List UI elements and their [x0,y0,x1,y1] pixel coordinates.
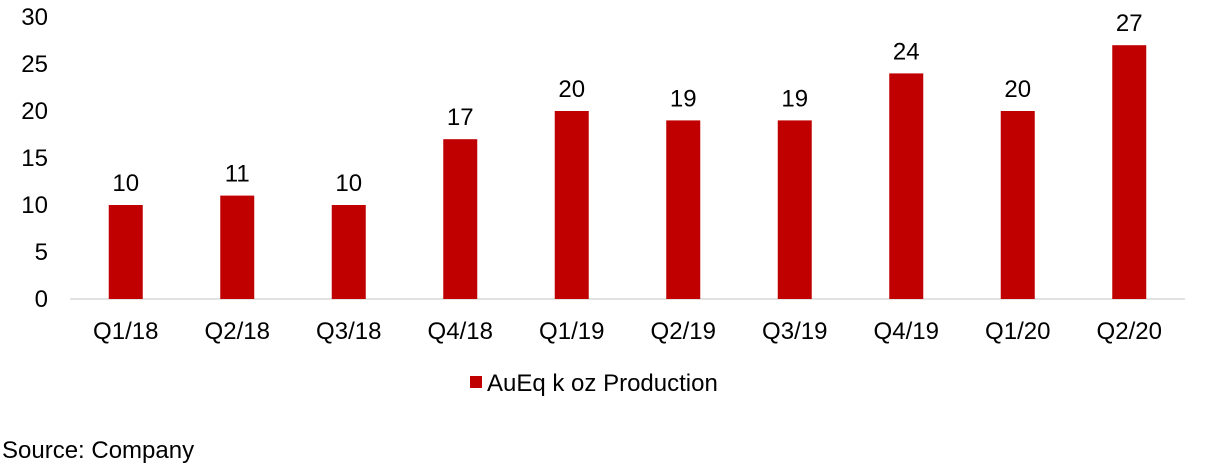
data-label: 19 [670,85,697,112]
bar [889,73,924,300]
legend-swatch [470,376,482,388]
bar [220,195,255,299]
data-label: 19 [781,85,808,112]
bar [666,120,701,300]
x-tick-label: Q1/18 [93,318,158,345]
data-label: 20 [558,76,585,103]
bar [777,120,812,300]
bar-chart: 0 5 10 15 20 25 30 10 Q1/18 11 Q2/18 10 Q3/18 17 Q4/18… [21,4,1185,397]
data-label: 20 [1004,76,1031,103]
x-tick-label: Q2/20 [1097,318,1162,345]
data-label: 11 [225,161,250,188]
x-tick-label: Q4/19 [874,318,939,345]
x-tick-label: Q1/20 [985,318,1050,345]
y-tick-label: 15 [21,145,48,172]
data-label: 10 [112,170,139,197]
x-tick-label: Q2/19 [651,318,716,345]
y-tick-label: 0 [35,286,48,313]
x-tick-label: Q3/19 [762,318,827,345]
data-label: 10 [335,170,362,197]
bar [108,205,143,299]
x-tick-label: Q2/18 [205,318,270,345]
y-tick-label: 30 [21,4,48,31]
bar [1000,111,1035,299]
data-label: 17 [447,104,474,131]
y-tick-label: 10 [21,192,48,219]
x-tick-label: Q4/18 [428,318,493,345]
y-tick-label: 5 [35,239,48,266]
bar [331,205,366,299]
legend-label: AuEq k oz Production [487,370,718,397]
x-tick-label: Q3/18 [316,318,381,345]
bar [554,111,589,299]
x-tick-label: Q1/19 [539,318,604,345]
y-tick-label: 25 [21,51,48,78]
data-label: 27 [1116,10,1143,37]
source-note: Source: Company [2,437,195,464]
data-label: 24 [893,38,920,65]
y-tick-label: 20 [21,98,48,125]
bar [443,139,478,299]
bar [1112,45,1147,300]
